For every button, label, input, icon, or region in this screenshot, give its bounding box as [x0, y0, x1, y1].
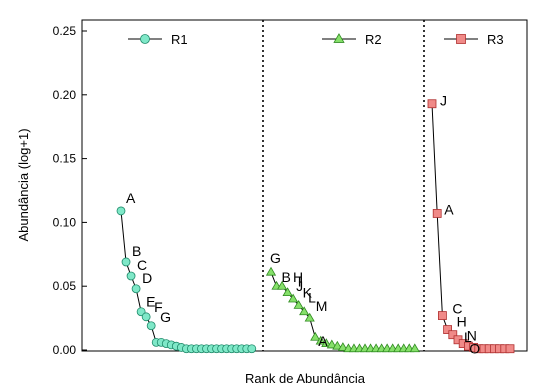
x-axis-title: Rank de Abundância [245, 371, 366, 386]
point-label: B [282, 269, 291, 285]
point-label: F [154, 299, 163, 315]
point-label: N [467, 328, 477, 344]
data-point [247, 344, 257, 354]
point-label: A [444, 201, 454, 217]
point-label: J [440, 93, 447, 109]
legend-item-r2: R2 [322, 32, 382, 47]
y-tick-label: 0.05 [53, 279, 77, 293]
plot-frame [81, 19, 528, 352]
point-label: H [457, 314, 467, 330]
y-axis-title: Abundância (log+1) [16, 128, 31, 241]
series-r2: GB HIJ KLM A [265, 250, 420, 353]
legend-label: R3 [487, 32, 504, 47]
data-point [448, 330, 458, 340]
point-label: D [142, 270, 152, 286]
data-point [293, 299, 304, 309]
point-label: A [318, 333, 328, 349]
point-label: L [464, 329, 472, 345]
data-point [409, 343, 420, 353]
data-point [282, 287, 293, 297]
data-point [146, 321, 156, 331]
data-point [299, 306, 310, 316]
legend-marker [456, 34, 466, 44]
data-point [288, 293, 299, 303]
data-point [116, 206, 126, 216]
series-line [120, 210, 252, 350]
point-label: J [296, 278, 303, 294]
point-label: M [316, 298, 328, 314]
data-point [432, 209, 442, 218]
point-label: E [146, 294, 155, 310]
series-dividers [262, 20, 425, 351]
data-point [332, 340, 343, 350]
point-label: C [452, 301, 462, 317]
y-tick-label: 0.10 [53, 215, 77, 229]
data-point [304, 312, 315, 322]
data-point [141, 312, 151, 322]
data-point [321, 338, 332, 348]
data-point [427, 99, 437, 109]
legend-item-r3: R3 [444, 32, 504, 47]
data-point [131, 284, 141, 294]
data-point [505, 344, 515, 354]
data-point [310, 331, 321, 341]
point-label: A [126, 190, 136, 206]
data-point [443, 325, 453, 334]
y-tick-label: 0.15 [53, 152, 77, 166]
legend-label: R1 [171, 32, 188, 47]
y-tick-label: 0.00 [53, 343, 77, 357]
data-point [326, 339, 337, 349]
point-label: I [298, 274, 302, 290]
data-point [337, 342, 348, 351]
point-label: G [160, 309, 171, 325]
point-label: L [308, 290, 316, 306]
legend: R1 R2 R3 [128, 32, 504, 47]
point-label: O [469, 341, 480, 357]
point-label: H [293, 269, 303, 285]
data-point [121, 257, 131, 267]
y-tick-label: 0.20 [53, 88, 77, 102]
point-label: C [137, 257, 147, 273]
legend-label: R2 [365, 32, 382, 47]
legend-item-r1: R1 [128, 32, 188, 47]
data-point [265, 266, 277, 276]
legend-marker [140, 34, 150, 44]
data-point [276, 280, 288, 290]
legend-marker [333, 33, 345, 43]
data-point [437, 311, 447, 320]
point-label: G [270, 250, 281, 266]
y-tick-label: 0.25 [53, 24, 77, 38]
point-label: B [132, 243, 141, 259]
y-axis: 0.00 0.05 0.10 0.15 0.20 0.25 [53, 24, 87, 357]
point-label: K [303, 284, 313, 300]
data-point [126, 271, 136, 281]
data-point [315, 335, 326, 345]
